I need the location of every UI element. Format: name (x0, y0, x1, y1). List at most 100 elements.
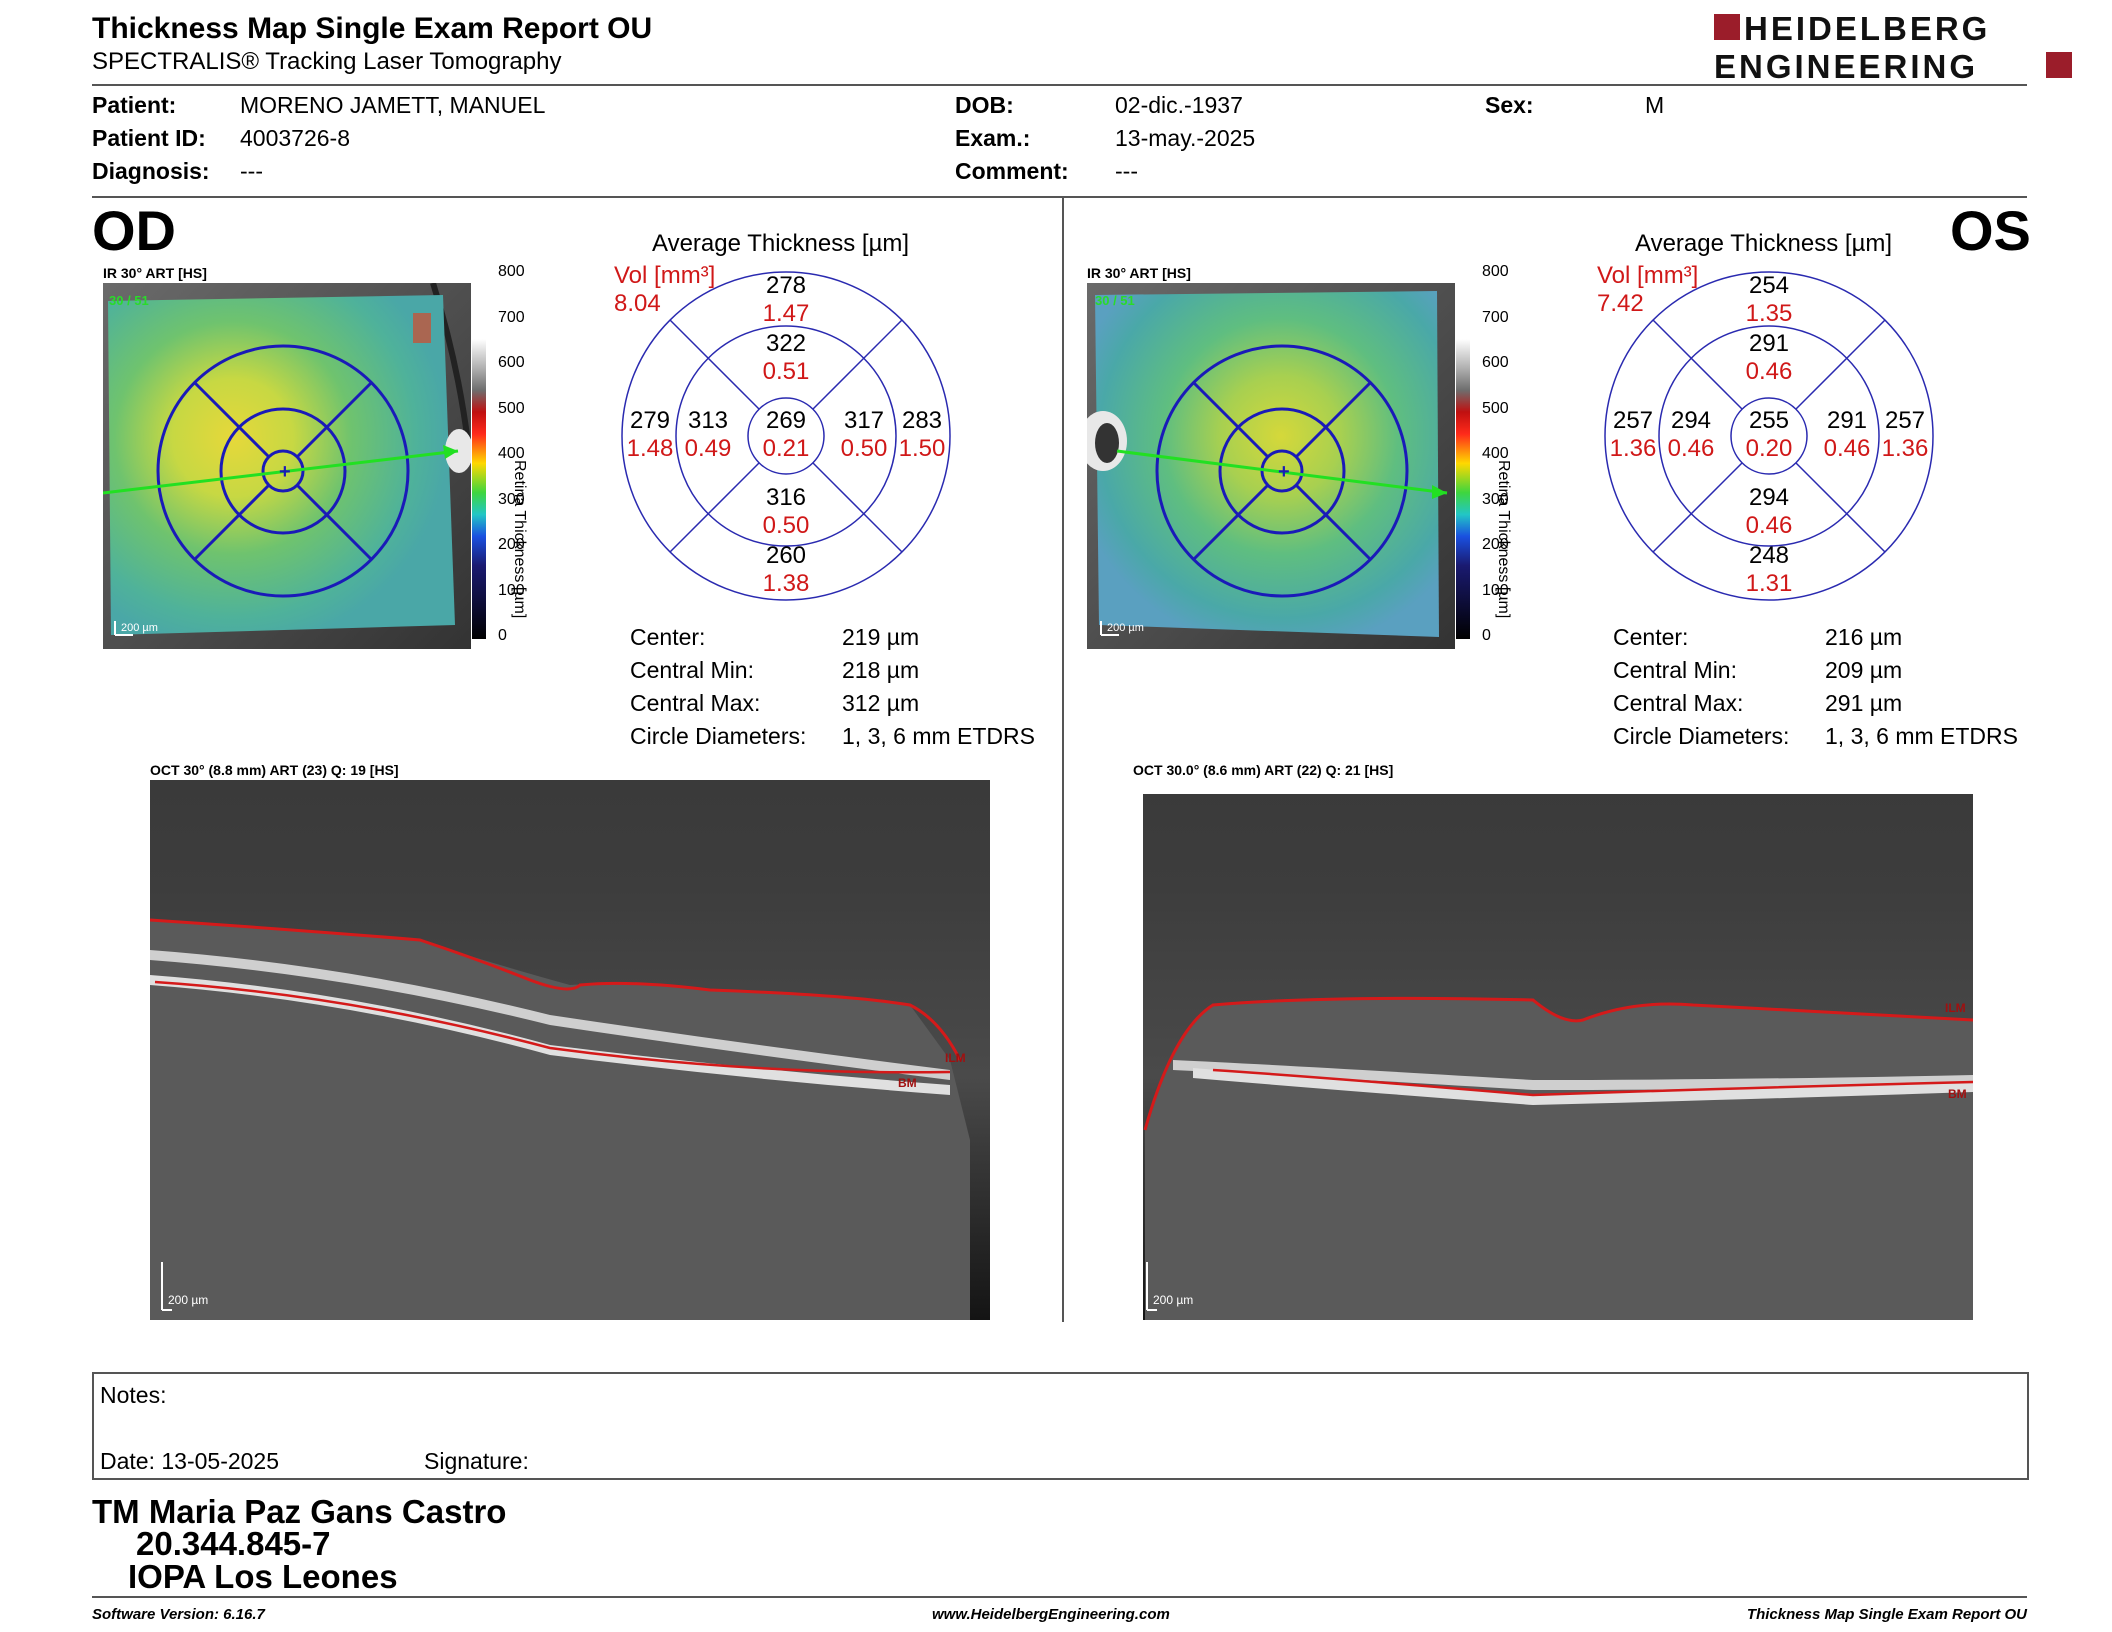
os-ir-scale: 200 µm (1107, 622, 1144, 634)
sex-label: Sex: (1485, 92, 1534, 118)
os-tick-600: 600 (1482, 354, 1509, 371)
od-tick-500: 500 (498, 400, 525, 417)
notes-date: Date: 13-05-2025 (100, 1448, 280, 1474)
os-inner-sup-thickness: 291 (1748, 330, 1790, 357)
od-center-label: Center: (630, 624, 706, 650)
os-diam-label: Circle Diameters: (1613, 723, 1790, 749)
os-tick-100: 100 (1482, 582, 1509, 599)
od-inner-left-volume: 0.49 (684, 435, 732, 462)
od-diam-value: 1, 3, 6 mm ETDRS (842, 723, 1035, 749)
os-tick-700: 700 (1482, 309, 1509, 326)
od-colorbar-ticks: 800 700 600 500 400 300 200 100 0 (486, 263, 525, 644)
exam-value: 13-may.-2025 (1115, 125, 1256, 151)
os-outer-sup-volume: 1.35 (1745, 300, 1793, 327)
od-outer-left-thickness: 279 (629, 407, 671, 434)
svg-text:ENGINEERING: ENGINEERING (1714, 48, 1978, 82)
os-inner-left-volume: 0.46 (1667, 435, 1715, 462)
od-center-volume: 0.21 (762, 435, 810, 462)
os-sector-inner-right: 291 0.46 (1817, 407, 1877, 463)
comment-label: Comment: (955, 158, 1069, 184)
od-outer-right-volume: 1.50 (898, 435, 946, 462)
od-min-value: 218 µm (842, 657, 920, 683)
os-inner-inf-thickness: 294 (1748, 484, 1790, 511)
os-outer-inf-thickness: 248 (1748, 542, 1790, 569)
od-outer-sup-volume: 1.47 (762, 300, 810, 327)
svg-text:+: + (1278, 461, 1290, 483)
os-sector-inner-left: 294 0.46 (1661, 407, 1721, 463)
od-sector-outer-inf: 260 1.38 (756, 542, 816, 598)
os-ilm-label: ILM (1945, 1001, 1966, 1015)
od-ir-scale: 200 µm (121, 622, 158, 634)
od-outer-left-volume: 1.48 (626, 435, 674, 462)
os-colorbar-ticks: 800 700 600 500 400 300 200 100 0 (1470, 263, 1509, 644)
report-title: Thickness Map Single Exam Report OU (92, 12, 653, 45)
os-sector-inner-sup: 291 0.46 (1739, 330, 1799, 386)
os-sector-inner-inf: 294 0.46 (1739, 484, 1799, 540)
header-divider (92, 84, 2027, 86)
stamp-location: IOPA Los Leones (128, 1558, 398, 1595)
od-max-value: 312 µm (842, 690, 920, 716)
od-inner-inf-volume: 0.50 (762, 512, 810, 539)
os-min-label: Central Min: (1613, 657, 1737, 683)
os-inner-inf-volume: 0.46 (1745, 512, 1793, 539)
footer-report-title: Thickness Map Single Exam Report OU (1746, 1606, 2027, 1623)
od-tick-0: 0 (498, 627, 507, 644)
os-tick-500: 500 (1482, 400, 1509, 417)
od-ilm-label: ILM (945, 1051, 966, 1065)
os-ir-quality: 30 / 51 (1095, 293, 1135, 308)
os-outer-left-thickness: 257 (1612, 407, 1654, 434)
od-inner-left-thickness: 313 (687, 407, 729, 434)
od-inner-right-thickness: 317 (843, 407, 885, 434)
od-tick-300: 300 (498, 491, 525, 508)
os-inner-right-volume: 0.46 (1823, 435, 1871, 462)
od-sector-outer-right: 283 1.50 (892, 407, 952, 463)
heidelberg-logo: HEIDELBERG ENGINEERING (1714, 12, 2072, 82)
os-sector-outer-sup: 254 1.35 (1739, 272, 1799, 328)
od-vol-total: 8.04 (614, 290, 661, 317)
diagnosis-label: Diagnosis: (92, 158, 210, 184)
od-inner-right-volume: 0.50 (840, 435, 888, 462)
stamp-name: TM Maria Paz Gans Castro (92, 1493, 507, 1530)
od-ir-thickness-map: + 30 / 51 200 µm (103, 283, 471, 649)
os-tick-800: 800 (1482, 263, 1509, 280)
dob-value: 02-dic.-1937 (1115, 92, 1243, 118)
stamp-id: 20.344.845-7 (136, 1525, 331, 1562)
od-outer-inf-volume: 1.38 (762, 570, 810, 597)
od-bm-label: BM (898, 1076, 917, 1090)
od-tick-600: 600 (498, 354, 525, 371)
od-inner-sup-thickness: 322 (765, 330, 807, 357)
od-oct-bscan: ILM BM 200 µm (150, 780, 990, 1320)
os-inner-right-thickness: 291 (1826, 407, 1868, 434)
od-oct-scale: 200 µm (168, 1293, 208, 1307)
website-link[interactable]: www.HeidelbergEngineering.com (932, 1606, 1170, 1623)
os-max-label: Central Max: (1613, 690, 1744, 716)
os-etdrs-grid (1604, 271, 1934, 601)
os-ir-label: IR 30° ART [HS] (1087, 265, 1191, 281)
od-max-label: Central Max: (630, 690, 761, 716)
od-tick-100: 100 (498, 582, 525, 599)
od-center-value: 219 µm (842, 624, 920, 650)
od-min-label: Central Min: (630, 657, 754, 683)
os-outer-left-volume: 1.36 (1609, 435, 1657, 462)
diagnosis-value: --- (240, 158, 263, 184)
od-outer-inf-thickness: 260 (765, 542, 807, 569)
od-tick-400: 400 (498, 445, 525, 462)
od-colorbar-title: Retina Thickness [µm] (511, 460, 528, 619)
os-eye-label: OS (1950, 199, 2031, 262)
od-tick-800: 800 (498, 263, 525, 280)
od-grid-title: Average Thickness [µm] (652, 230, 910, 257)
signature-label: Signature: (424, 1448, 529, 1474)
os-ir-thickness-map: + 30 / 51 200 µm (1087, 283, 1455, 649)
os-vol-total: 7.42 (1597, 290, 1644, 317)
os-oct-scale: 200 µm (1153, 1293, 1193, 1307)
os-inner-sup-volume: 0.46 (1745, 358, 1793, 385)
svg-text:HEIDELBERG: HEIDELBERG (1744, 12, 1990, 47)
od-etdrs-grid (621, 271, 951, 601)
center-divider (1062, 198, 1064, 1322)
footer-divider (92, 1596, 2027, 1598)
os-center-volume: 0.20 (1745, 435, 1793, 462)
svg-text:+: + (279, 461, 291, 483)
patient-name: MORENO JAMETT, MANUEL (240, 92, 546, 118)
os-max-value: 291 µm (1825, 690, 1903, 716)
od-ir-quality: 30 / 51 (109, 293, 149, 308)
